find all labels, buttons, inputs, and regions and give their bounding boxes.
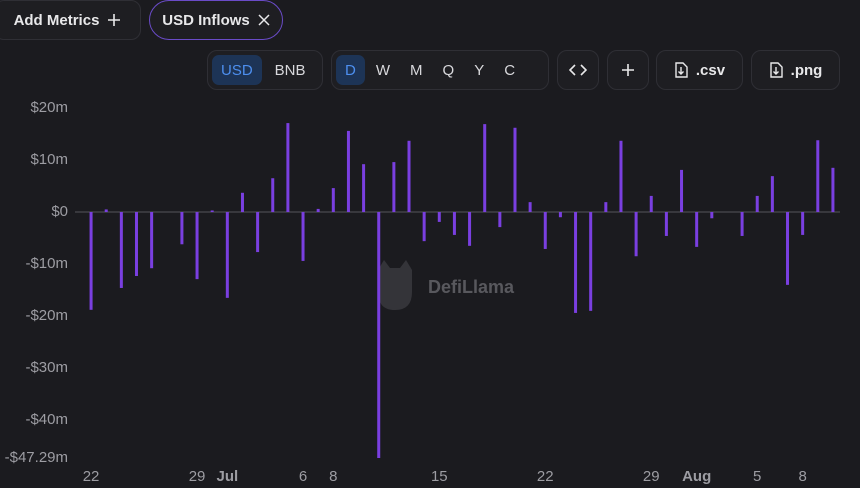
bar xyxy=(271,178,275,213)
bar xyxy=(816,140,820,213)
bar xyxy=(301,212,305,261)
bar xyxy=(740,212,744,236)
download-icon xyxy=(675,62,688,78)
bar xyxy=(801,212,805,235)
bar xyxy=(513,127,517,213)
x-tick-label: 22 xyxy=(83,468,100,485)
bar xyxy=(634,212,638,257)
y-tick-label: -$30m xyxy=(25,359,68,376)
csv-label: .csv xyxy=(695,61,726,79)
y-tick-label: $20m xyxy=(30,99,68,116)
y-tick-label: $10m xyxy=(30,151,68,168)
y-tick-label: -$47.29m xyxy=(5,449,68,466)
watermark-logo xyxy=(378,260,412,310)
download-icon xyxy=(769,62,783,78)
bar xyxy=(104,209,108,213)
add-metrics-label: Add Metrics xyxy=(13,11,100,29)
grouping-button[interactable]: Y xyxy=(474,61,485,79)
bar xyxy=(134,212,138,277)
bar xyxy=(316,208,320,213)
bar xyxy=(240,192,244,213)
bar xyxy=(331,188,335,213)
y-tick-label: -$20m xyxy=(25,307,68,324)
y-tick-label: -$10m xyxy=(25,255,68,272)
bar xyxy=(407,140,411,213)
bar xyxy=(256,212,260,253)
bar xyxy=(362,164,366,213)
bar xyxy=(498,212,502,228)
embed-button[interactable] xyxy=(557,50,599,90)
bar xyxy=(346,130,350,213)
bar xyxy=(286,123,290,213)
x-tick-label: 29 xyxy=(189,468,206,485)
add-metrics-button[interactable]: Add Metrics xyxy=(0,0,141,40)
denomination-button[interactable]: USD xyxy=(212,55,262,85)
x-tick-label: 8 xyxy=(798,468,806,485)
bar xyxy=(119,212,123,288)
x-tick-label: 22 xyxy=(537,468,554,485)
x-tick-label: 8 xyxy=(329,468,337,485)
bar xyxy=(604,202,608,213)
bar xyxy=(528,202,532,213)
csv-button[interactable]: .csv xyxy=(656,50,743,90)
x-tick-label: Aug xyxy=(682,468,711,485)
x-tick-label: 29 xyxy=(643,468,660,485)
x-tick-label: 5 xyxy=(753,468,761,485)
bar xyxy=(649,195,653,213)
bar xyxy=(558,212,562,218)
bar xyxy=(422,212,426,242)
bar xyxy=(619,140,623,213)
plus-icon xyxy=(622,64,634,76)
add-button[interactable] xyxy=(607,50,649,90)
bar xyxy=(452,212,456,235)
grouping-button[interactable]: D xyxy=(336,55,365,85)
bar xyxy=(770,176,774,213)
x-tick-label: 15 xyxy=(431,468,448,485)
grouping-button[interactable]: C xyxy=(504,61,516,79)
bar xyxy=(180,212,184,245)
bar xyxy=(210,210,214,213)
bar xyxy=(468,212,472,246)
y-tick-label: $0 xyxy=(51,203,68,220)
bar xyxy=(831,167,835,213)
bar xyxy=(89,212,93,310)
bar xyxy=(695,212,699,247)
bar xyxy=(574,212,578,313)
bar xyxy=(195,212,199,280)
code-icon xyxy=(569,64,587,76)
png-label: .png xyxy=(790,61,823,79)
bar xyxy=(543,212,547,249)
bar xyxy=(392,162,396,213)
bar xyxy=(589,212,593,311)
bar xyxy=(786,212,790,285)
y-tick-label: -$40m xyxy=(25,411,68,428)
png-button[interactable]: .png xyxy=(751,50,840,90)
grouping-button[interactable]: M xyxy=(410,61,423,79)
bar xyxy=(483,124,487,213)
grouping-button[interactable]: Q xyxy=(442,61,455,79)
close-icon xyxy=(258,14,270,26)
watermark: DefiLlama xyxy=(378,260,515,310)
x-tick-label: Jul xyxy=(216,468,238,485)
bar xyxy=(377,212,381,458)
bar xyxy=(150,212,154,269)
x-tick-label: 6 xyxy=(299,468,307,485)
denomination-group: USD BNB xyxy=(207,50,323,90)
bar xyxy=(710,212,714,219)
bar xyxy=(755,195,759,213)
bar xyxy=(437,212,441,222)
bar xyxy=(664,212,668,236)
bar xyxy=(225,212,229,298)
metric-tag-label: USD Inflows xyxy=(162,11,250,29)
grouping-group: D W M Q Y C xyxy=(331,50,549,90)
plus-icon xyxy=(108,14,121,26)
watermark-text: DefiLlama xyxy=(428,277,515,297)
grouping-button[interactable]: W xyxy=(375,61,391,79)
denomination-button[interactable]: BNB xyxy=(274,61,306,79)
metric-tag[interactable]: USD Inflows xyxy=(149,0,283,40)
bar xyxy=(680,169,684,213)
